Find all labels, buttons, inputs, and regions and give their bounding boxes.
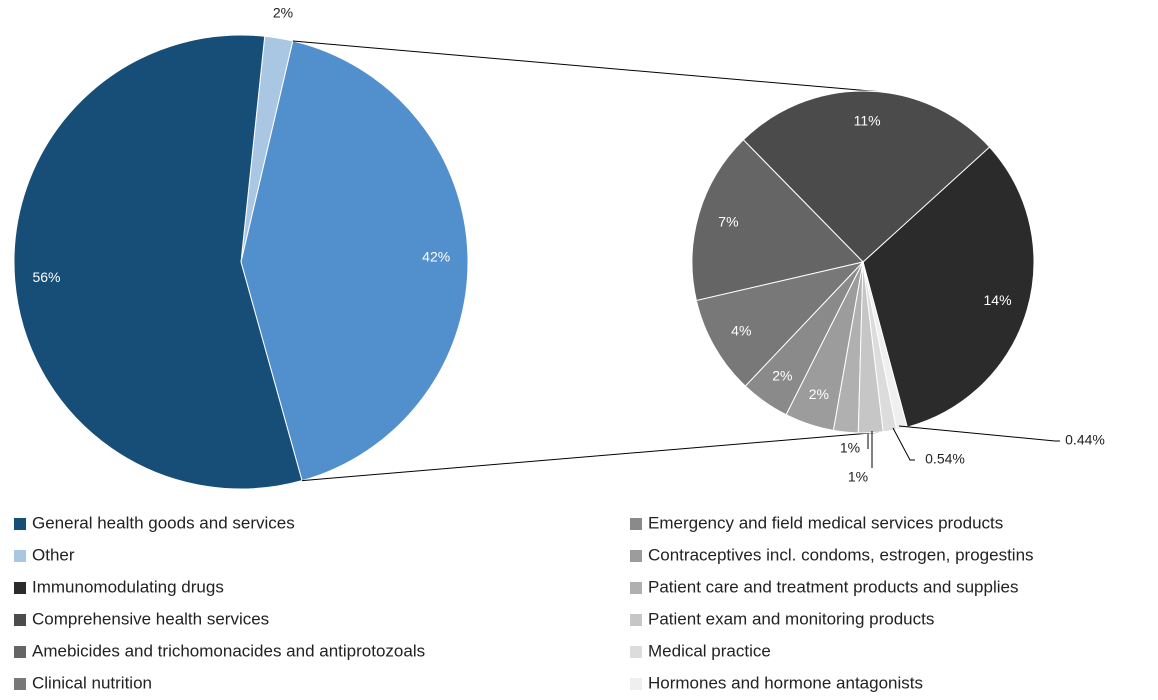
data-label: 56% xyxy=(32,269,60,285)
legend-swatch xyxy=(630,614,642,626)
data-label: 0.44% xyxy=(1065,432,1105,448)
legend-swatch xyxy=(630,678,642,690)
legend-swatch xyxy=(14,518,26,530)
data-label: 11% xyxy=(854,113,881,129)
legend-label: Patient exam and monitoring products xyxy=(648,609,934,628)
data-label: 2% xyxy=(772,367,792,383)
data-label: 2% xyxy=(273,4,293,20)
data-label: 2% xyxy=(809,386,829,402)
legend-label: Amebicides and trichomonacides and antip… xyxy=(32,641,425,660)
leader-line xyxy=(898,425,1060,442)
legend-swatch xyxy=(14,582,26,594)
data-label: 42% xyxy=(422,249,450,265)
leader-line xyxy=(892,427,915,461)
legend-label: Comprehensive health services xyxy=(32,609,269,628)
data-label: 4% xyxy=(731,322,751,338)
data-label: 1% xyxy=(848,469,868,485)
pie-slice xyxy=(240,40,469,482)
legend-label: Immunomodulating drugs xyxy=(32,577,224,596)
data-label: 0.54% xyxy=(925,451,965,467)
legend-label: Medical practice xyxy=(648,641,771,660)
data-label: 14% xyxy=(984,292,1012,308)
legend-swatch xyxy=(14,678,26,690)
legend-swatch xyxy=(14,550,26,562)
pie-slice xyxy=(13,34,303,490)
legend-swatch xyxy=(14,646,26,658)
pie-slice xyxy=(691,139,864,302)
pie-slice xyxy=(742,90,991,263)
legend-swatch xyxy=(630,518,642,530)
legend-swatch xyxy=(630,582,642,594)
legend-label: Other xyxy=(32,545,75,564)
pie-slice xyxy=(862,146,1035,428)
legend-label: Clinical nutrition xyxy=(32,673,152,692)
legend-swatch xyxy=(630,550,642,562)
connector xyxy=(302,431,878,482)
legend-label: Contraceptives incl. condoms, estrogen, … xyxy=(648,545,1034,564)
connector xyxy=(292,40,878,93)
data-label: 7% xyxy=(718,213,738,229)
legend-label: Hormones and hormone antagonists xyxy=(648,673,923,692)
legend-label: Patient care and treatment products and … xyxy=(648,577,1018,596)
legend-swatch xyxy=(630,646,642,658)
legend-swatch xyxy=(14,614,26,626)
legend-label: General health goods and services xyxy=(32,513,295,532)
pie-slice xyxy=(695,261,865,387)
legend-label: Emergency and field medical services pro… xyxy=(648,513,1003,532)
data-label: 1% xyxy=(840,440,860,456)
